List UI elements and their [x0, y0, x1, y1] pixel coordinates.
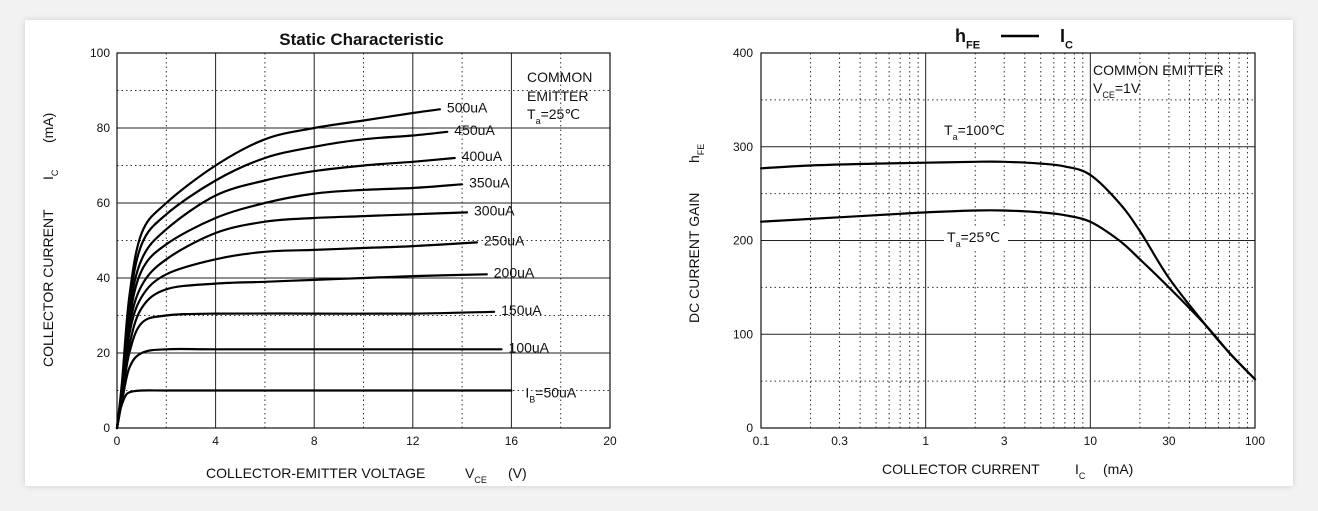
series-label: 300uA [474, 202, 515, 218]
series-line [115, 211, 469, 430]
y-axis-label: COLLECTOR CURRENT [40, 209, 56, 367]
series-label: 150uA [501, 302, 542, 318]
plot-frame [116, 52, 611, 429]
series-label: 450uA [454, 122, 495, 138]
series-line [115, 310, 496, 430]
x-axis-symbol: IC [1075, 461, 1086, 481]
y-axis-label: DC CURRENT GAIN [686, 193, 702, 323]
datasheet-panel [25, 20, 1293, 486]
y-tick-label: 60 [97, 196, 111, 210]
x-tick-label: 20 [603, 434, 617, 448]
annotation-line: EMITTER [527, 88, 588, 104]
annotation-line: COMMON [527, 69, 592, 85]
series-line [759, 209, 1257, 381]
series-line [115, 241, 478, 430]
series-label-bg [944, 228, 1008, 248]
series-label: 400uA [462, 148, 503, 164]
series-label: Ta=25℃ [947, 229, 1000, 249]
series-line [115, 108, 441, 430]
x-axis-unit: (mA) [1103, 461, 1133, 477]
x-tick-label: 4 [212, 434, 219, 448]
series-label: IB=50uA [525, 385, 576, 405]
series-line [115, 273, 488, 430]
y-tick-label: 400 [733, 46, 753, 60]
series-line [115, 347, 503, 430]
x-tick-label: 3 [1001, 434, 1008, 448]
annotation-line: COMMON EMITTER [1093, 62, 1224, 78]
annotation-condition: VCE=1V [1093, 80, 1141, 100]
annotation-condition: Ta=25℃ [527, 106, 580, 126]
y-axis-symbol: hFE [686, 144, 706, 163]
x-tick-label: 16 [505, 434, 519, 448]
chart-title-symbol-2: IC [1060, 26, 1073, 51]
series-label: 200uA [494, 264, 535, 280]
x-tick-label: 10 [1084, 434, 1098, 448]
x-axis-label: COLLECTOR-EMITTER VOLTAGE [206, 465, 425, 481]
y-tick-label: 300 [733, 140, 753, 154]
x-axis-label: COLLECTOR CURRENT [882, 461, 1040, 477]
x-tick-label: 1 [922, 434, 929, 448]
y-tick-label: 0 [746, 421, 753, 435]
x-axis-unit: (V) [508, 465, 527, 481]
y-tick-label: 20 [97, 346, 111, 360]
plot-frame [760, 52, 1256, 429]
x-tick-label: 0 [114, 434, 121, 448]
x-tick-label: 12 [406, 434, 420, 448]
x-axis-symbol: VCE [465, 465, 487, 485]
y-tick-label: 40 [97, 271, 111, 285]
series-label-bg [941, 121, 1005, 141]
chart-dc-current-gain: 0.1 0.3 1 3 10 30 100 0 100 200 300 400 hFE IC COLLECT… [686, 26, 1265, 481]
x-tick-label: 0.3 [831, 434, 848, 448]
series-line [115, 389, 513, 430]
series-label: 250uA [484, 232, 525, 248]
series-line [759, 160, 1257, 381]
x-tick-label: 100 [1245, 434, 1265, 448]
chart-static-characteristic: 0 4 8 12 16 20 0 20 40 60 80 100 Static Characterist… [40, 30, 617, 485]
series-label: 500uA [447, 99, 488, 115]
series-label: 100uA [509, 339, 550, 355]
y-tick-label: 200 [733, 234, 753, 248]
chart-title: Static Characteristic [279, 30, 443, 49]
x-tick-label: 0.1 [753, 434, 770, 448]
y-tick-label: 100 [90, 46, 110, 60]
y-axis-unit: (mA) [40, 113, 56, 143]
y-tick-label: 80 [97, 121, 111, 135]
x-tick-label: 8 [311, 434, 318, 448]
series-label: Ta=100℃ [944, 122, 1005, 142]
chart-title-symbol: hFE [955, 26, 980, 51]
series-label: 350uA [469, 174, 510, 190]
y-tick-label: 0 [103, 421, 110, 435]
y-axis-symbol: IC [40, 169, 60, 180]
y-tick-label: 100 [733, 327, 753, 341]
x-tick-label: 30 [1162, 434, 1176, 448]
